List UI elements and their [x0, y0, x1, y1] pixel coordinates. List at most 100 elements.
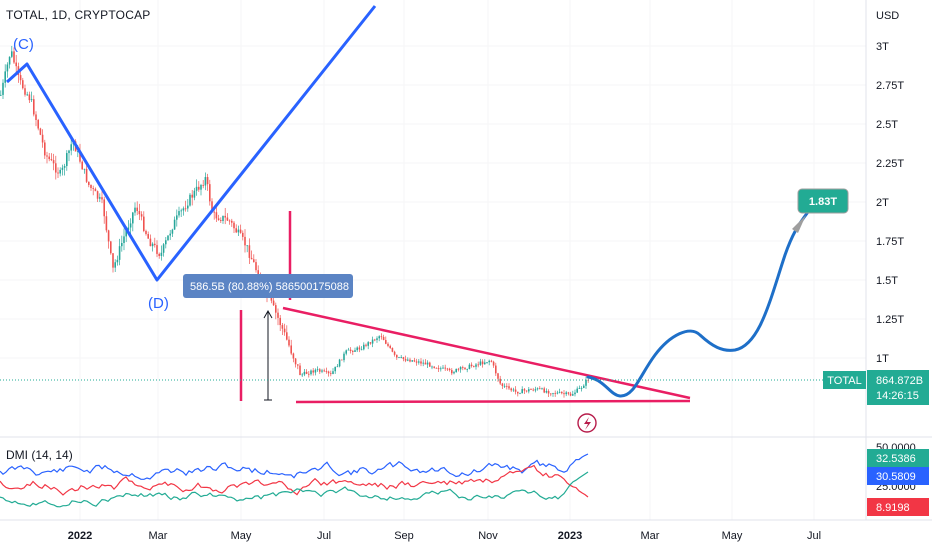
candle-body [239, 229, 242, 233]
candle-body [510, 388, 512, 391]
forecast-path[interactable] [586, 210, 810, 398]
candle-body [470, 364, 473, 367]
candle-body [94, 188, 97, 192]
candle-body [554, 393, 556, 394]
candle-body [316, 369, 319, 371]
time-tick-label: Nov [478, 530, 498, 542]
triangle-upper-line[interactable] [282, 306, 691, 400]
candle-body [374, 339, 376, 341]
last-price-badge-bg [867, 370, 929, 405]
candle-body [543, 388, 545, 393]
candle-body [462, 367, 464, 368]
candle-body [569, 393, 572, 396]
candle-body [451, 370, 453, 374]
candle-body [442, 367, 444, 369]
elliott-wave-line[interactable] [5, 5, 377, 282]
symbol-badge-text: TOTAL [827, 375, 861, 387]
price-axis[interactable]: 3T 2.75T 2.5T 2.25T 2T 1.75T 1.5T 1.25T 1T [876, 41, 904, 365]
candle-body [576, 388, 578, 393]
last-price-badge[interactable]: 864.872B 14:26:15 [867, 370, 929, 405]
candle-body [202, 184, 204, 186]
candle-body [6, 64, 9, 72]
candle-body [242, 232, 244, 237]
candle-body [138, 211, 141, 215]
target-label[interactable]: 1.83T [797, 188, 849, 214]
candle-body [182, 208, 185, 211]
candle-body [253, 259, 255, 263]
candle-body [477, 364, 479, 366]
candle-body [400, 357, 402, 358]
candle-body [523, 389, 526, 391]
candle-body [352, 350, 354, 352]
candle-body [319, 369, 321, 372]
candle-body [534, 389, 537, 391]
candle-body [305, 371, 308, 374]
candle-body [61, 167, 64, 170]
candle-body [444, 367, 446, 369]
chart-title[interactable]: TOTAL, 1D, CRYPTOCAP [6, 8, 151, 22]
dmi-minus-badge[interactable]: 30.5809 [867, 467, 929, 485]
symbol-badge[interactable]: TOTAL [823, 371, 866, 389]
wave-label-d[interactable]: (D) [148, 295, 169, 312]
measurement-label[interactable]: 586.5B (80.88%) 586500175088 [183, 274, 353, 298]
drawings [5, 5, 810, 433]
candle-body [503, 385, 506, 387]
wave-label-c[interactable]: (C) [13, 36, 34, 53]
price-tick-label: 2.5T [876, 119, 898, 131]
time-tick-label: Jul [317, 530, 331, 542]
candle-body [48, 156, 50, 160]
candle-body [572, 394, 574, 396]
candle-body [393, 351, 396, 355]
dmi-indicator-title[interactable]: DMI (14, 14) [6, 448, 73, 462]
candle-body [521, 389, 523, 394]
candle-body [149, 238, 152, 247]
candle-body [2, 82, 4, 95]
candle-body [110, 241, 112, 254]
candle-body [453, 372, 455, 374]
dmi-minus-line [0, 464, 589, 498]
candle-body [578, 388, 581, 389]
time-tick-label: Sep [394, 530, 414, 542]
candle-body [376, 338, 378, 340]
candle-body [550, 393, 552, 395]
candle-body [180, 210, 182, 212]
candle-body [83, 168, 86, 170]
candle-body [580, 387, 583, 389]
triangle-lower-line[interactable] [295, 399, 691, 404]
dmi-minus-value: 30.5809 [876, 471, 916, 483]
candle-body [464, 367, 466, 370]
wave-label-c-text: (C) [13, 36, 34, 53]
candle-body [321, 370, 323, 372]
candle-body [211, 201, 213, 212]
candle-body [385, 340, 387, 344]
candle-body [294, 358, 297, 365]
candle-body [310, 370, 312, 375]
candle-body [81, 161, 83, 170]
dmi-plus-badge[interactable]: 32.5386 [867, 449, 929, 467]
candle-body [536, 388, 539, 390]
candle-body [492, 361, 495, 366]
candle-body [391, 348, 394, 352]
candle-body [583, 385, 585, 388]
candle-body [26, 94, 28, 96]
candle-body [103, 199, 105, 217]
candle-body [127, 227, 130, 231]
candle-body [277, 312, 279, 318]
candle-body [539, 388, 541, 390]
candle-body [41, 134, 44, 143]
flash-icon[interactable] [577, 413, 597, 433]
candle-body [343, 353, 345, 361]
candle-body [358, 347, 361, 350]
candle-body [325, 371, 328, 372]
countdown-value: 14:26:15 [876, 390, 919, 402]
time-axis[interactable]: 2022 Mar May Jul Sep Nov 2023 Mar May Jul [68, 530, 821, 542]
time-tick-label: 2023 [558, 530, 582, 542]
candle-body [184, 208, 187, 210]
candle-body [303, 371, 306, 375]
candle-body [8, 56, 11, 65]
dmi-adx-badge[interactable]: 8.9198 [867, 498, 929, 516]
candle-body [35, 114, 37, 120]
candle-body [349, 349, 352, 351]
candle-body [79, 150, 81, 162]
